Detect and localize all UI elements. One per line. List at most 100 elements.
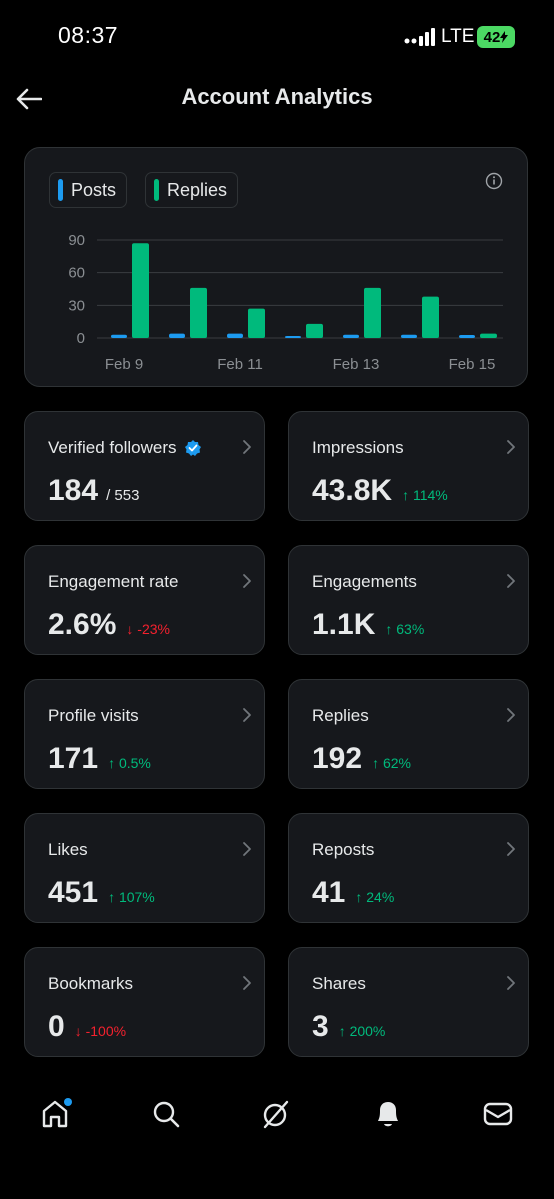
chevron-right-icon	[243, 440, 251, 454]
stat-card[interactable]: Verified followers 184 / 553	[24, 411, 265, 521]
stat-change: ↑ 63%	[385, 621, 424, 637]
stat-value-row: 192 ↑ 62%	[312, 742, 411, 776]
legend-replies-label: Replies	[167, 179, 228, 200]
nav-notifications[interactable]	[368, 1094, 408, 1134]
stat-label: Likes	[48, 840, 88, 860]
verified-badge-icon	[184, 440, 201, 456]
legend-posts-label: Posts	[71, 179, 117, 200]
replies-bar[interactable]	[306, 323, 323, 338]
stat-label: Impressions	[312, 438, 404, 458]
stat-card[interactable]: Impressions 43.8K ↑ 114%	[288, 411, 529, 521]
stat-change: ↑ 200%	[339, 1023, 386, 1039]
stat-change-value: 114%	[412, 487, 448, 503]
stat-label-text: Replies	[312, 706, 369, 725]
stat-label: Profile visits	[48, 706, 139, 726]
stat-card[interactable]: Shares 3 ↑ 200%	[288, 947, 529, 1057]
stat-label: Verified followers	[48, 438, 202, 458]
stat-value-row: 43.8K ↑ 114%	[312, 474, 448, 508]
replies-bar[interactable]	[422, 296, 439, 338]
stat-change: ↑ 114%	[402, 487, 448, 503]
stat-value: 0	[48, 1010, 65, 1043]
chevron-right-icon	[243, 976, 251, 990]
chevron-right-icon	[243, 574, 251, 588]
stat-label-text: Engagement rate	[48, 572, 179, 591]
stat-label-text: Engagements	[312, 572, 417, 591]
replies-swatch	[154, 179, 159, 201]
battery-level: 42	[483, 28, 501, 46]
stat-card[interactable]: Replies 192 ↑ 62%	[288, 679, 529, 789]
stat-card[interactable]: Bookmarks 0 ↓ -100%	[24, 947, 265, 1057]
arrow-up-icon: ↑	[355, 889, 367, 905]
stat-value-row: 41 ↑ 24%	[312, 876, 394, 910]
x-tick-label: Feb 11	[217, 356, 263, 373]
nav-search[interactable]	[146, 1094, 186, 1134]
legend-replies[interactable]: Replies	[145, 172, 239, 208]
search-icon	[153, 1101, 180, 1128]
stat-label: Reposts	[312, 840, 374, 860]
stat-change: ↑ 24%	[355, 889, 394, 905]
replies-bar[interactable]	[132, 243, 149, 338]
info-icon[interactable]	[485, 172, 503, 190]
stat-label-text: Reposts	[312, 840, 375, 859]
x-tick-label: Feb 9	[105, 356, 143, 373]
replies-bar[interactable]	[190, 287, 207, 338]
y-tick-label: 0	[77, 330, 85, 347]
stat-card[interactable]: Engagements 1.1K ↑ 63%	[288, 545, 529, 655]
chevron-right-icon	[507, 440, 515, 454]
posts-bar[interactable]	[285, 336, 301, 338]
stat-card[interactable]: Profile visits 171 ↑ 0.5%	[24, 679, 265, 789]
stat-value: 184	[48, 474, 99, 507]
legend-posts[interactable]: Posts	[49, 172, 128, 208]
posts-bar[interactable]	[343, 334, 359, 338]
stat-total: / 553	[106, 487, 140, 504]
charging-bolt-icon	[500, 31, 509, 43]
stat-value-row: 184 / 553	[48, 474, 139, 508]
stat-label: Replies	[312, 706, 369, 726]
stat-card[interactable]: Likes 451 ↑ 107%	[24, 813, 265, 923]
replies-bar[interactable]	[364, 287, 381, 338]
stat-value-row: 1.1K ↑ 63%	[312, 608, 424, 642]
stat-label-text: Verified followers	[48, 438, 177, 457]
arrow-up-icon: ↑	[385, 621, 397, 637]
replies-bar[interactable]	[480, 333, 497, 338]
stat-label: Bookmarks	[48, 974, 133, 994]
arrow-left-icon	[16, 88, 42, 110]
bottom-navigation	[0, 1080, 554, 1160]
stat-value-row: 0 ↓ -100%	[48, 1010, 126, 1044]
arrow-down-icon: ↓	[126, 621, 138, 637]
replies-bar[interactable]	[248, 308, 265, 338]
posts-bar[interactable]	[459, 335, 475, 338]
notifications-icon	[378, 1102, 398, 1127]
stat-change-value: 62%	[382, 755, 411, 771]
posts-bar[interactable]	[227, 333, 243, 338]
nav-messages[interactable]	[478, 1094, 518, 1134]
nav-grok[interactable]	[256, 1094, 296, 1134]
chevron-right-icon	[507, 574, 515, 588]
stat-label-text: Profile visits	[48, 706, 139, 725]
chevron-right-icon	[507, 708, 515, 722]
stat-value-row: 2.6% ↓ -23%	[48, 608, 170, 642]
stat-label-text: Impressions	[312, 438, 404, 457]
stat-change-value: 24%	[366, 889, 395, 905]
arrow-down-icon: ↓	[74, 1023, 86, 1039]
stat-card[interactable]: Engagement rate 2.6% ↓ -23%	[24, 545, 265, 655]
stat-change-value: -100%	[85, 1023, 127, 1039]
y-tick-label: 60	[68, 265, 85, 282]
posts-bar[interactable]	[169, 333, 185, 338]
header: Account Analytics	[0, 80, 554, 120]
stat-value: 43.8K	[312, 474, 393, 507]
posts-bar[interactable]	[401, 334, 417, 338]
stat-value-row: 451 ↑ 107%	[48, 876, 155, 910]
arrow-up-icon: ↑	[108, 889, 119, 905]
stat-card[interactable]: Reposts 41 ↑ 24%	[288, 813, 529, 923]
stat-change: ↑ 62%	[372, 755, 411, 771]
grok-icon	[263, 1100, 289, 1129]
back-button[interactable]	[12, 82, 46, 116]
posts-bar[interactable]	[111, 334, 127, 338]
chevron-right-icon	[243, 708, 251, 722]
stat-value: 171	[48, 742, 99, 775]
stat-value: 2.6%	[48, 608, 117, 641]
chevron-right-icon	[507, 842, 515, 856]
stat-change: ↑ 0.5%	[108, 755, 151, 771]
nav-home[interactable]	[36, 1094, 76, 1134]
